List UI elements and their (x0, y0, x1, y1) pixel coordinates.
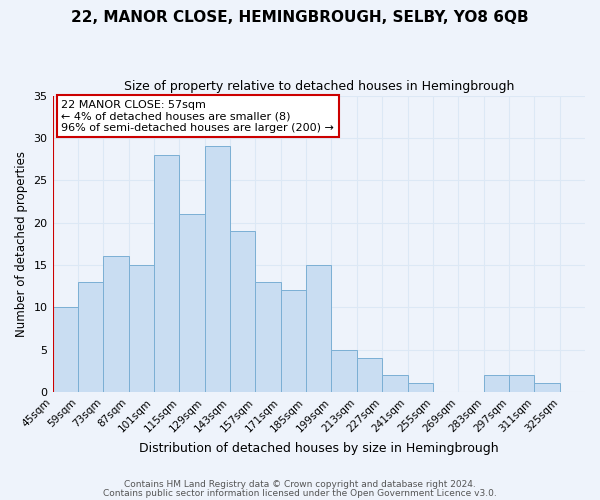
Bar (128, 265, 154, 392)
Bar (103, 256, 128, 392)
Bar (407, 384, 433, 392)
Text: 22, MANOR CLOSE, HEMINGBROUGH, SELBY, YO8 6QB: 22, MANOR CLOSE, HEMINGBROUGH, SELBY, YO… (71, 10, 529, 25)
Bar (281, 290, 306, 392)
Text: Contains public sector information licensed under the Open Government Licence v3: Contains public sector information licen… (103, 488, 497, 498)
Bar (78, 282, 103, 392)
Y-axis label: Number of detached properties: Number of detached properties (15, 151, 28, 337)
Bar (509, 375, 534, 392)
Text: 22 MANOR CLOSE: 57sqm
← 4% of detached houses are smaller (8)
96% of semi-detach: 22 MANOR CLOSE: 57sqm ← 4% of detached h… (61, 100, 334, 133)
Bar (179, 214, 205, 392)
X-axis label: Distribution of detached houses by size in Hemingbrough: Distribution of detached houses by size … (139, 442, 499, 455)
Bar (205, 146, 230, 392)
Bar (306, 265, 331, 392)
Bar (230, 231, 256, 392)
Bar (357, 358, 382, 392)
Bar (331, 350, 357, 392)
Title: Size of property relative to detached houses in Hemingbrough: Size of property relative to detached ho… (124, 80, 514, 93)
Bar (154, 155, 179, 392)
Bar (382, 375, 407, 392)
Text: Contains HM Land Registry data © Crown copyright and database right 2024.: Contains HM Land Registry data © Crown c… (124, 480, 476, 489)
Bar (256, 282, 281, 392)
Bar (534, 384, 560, 392)
Bar (484, 375, 509, 392)
Bar (53, 308, 78, 392)
